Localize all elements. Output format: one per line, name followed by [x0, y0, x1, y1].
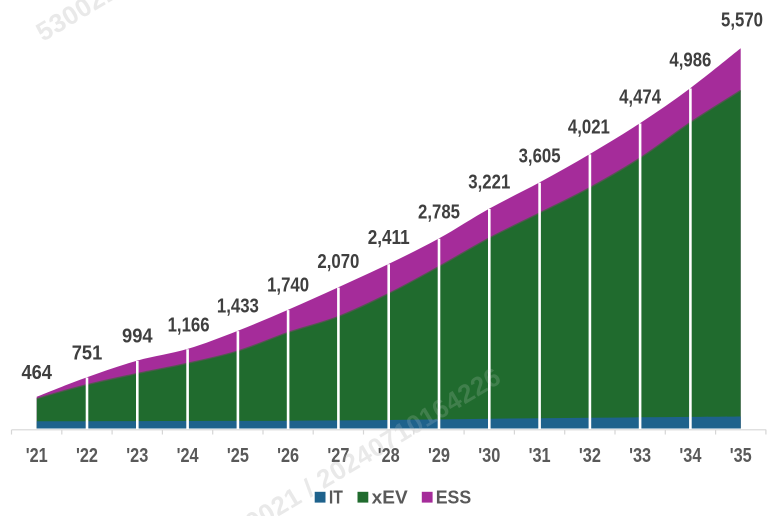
svg-text:'34: '34 — [679, 445, 702, 467]
svg-text:'30: '30 — [478, 445, 500, 467]
svg-text:4,021: 4,021 — [568, 116, 610, 138]
svg-text:'33: '33 — [629, 445, 651, 467]
svg-text:'24: '24 — [177, 445, 200, 467]
svg-text:4,986: 4,986 — [669, 50, 711, 72]
svg-text:'25: '25 — [227, 445, 249, 467]
svg-text:'22: '22 — [76, 445, 98, 467]
svg-text:2,411: 2,411 — [368, 227, 410, 249]
svg-text:1,166: 1,166 — [168, 315, 210, 337]
svg-text:5,570: 5,570 — [721, 10, 763, 32]
svg-text:'29: '29 — [428, 445, 450, 467]
svg-text:ESS: ESS — [436, 487, 472, 507]
svg-text:'23: '23 — [126, 445, 148, 467]
svg-text:464: 464 — [21, 362, 52, 384]
svg-text:'32: '32 — [579, 445, 601, 467]
svg-text:4,474: 4,474 — [619, 86, 662, 108]
svg-text:2,785: 2,785 — [418, 201, 460, 223]
svg-text:3,605: 3,605 — [519, 145, 561, 167]
svg-text:2,070: 2,070 — [317, 251, 359, 273]
svg-text:994: 994 — [122, 325, 153, 347]
svg-text:'35: '35 — [730, 445, 752, 467]
svg-text:'26: '26 — [277, 445, 299, 467]
svg-text:751: 751 — [72, 342, 103, 364]
svg-text:IT: IT — [329, 487, 343, 507]
svg-text:'21: '21 — [26, 445, 48, 467]
svg-text:1,740: 1,740 — [267, 275, 309, 297]
svg-text:'28: '28 — [378, 445, 400, 467]
svg-text:'31: '31 — [529, 445, 551, 467]
svg-text:xEV: xEV — [372, 487, 408, 507]
svg-text:'27: '27 — [327, 445, 349, 467]
svg-text:3,221: 3,221 — [468, 171, 510, 193]
svg-text:1,433: 1,433 — [217, 296, 259, 318]
